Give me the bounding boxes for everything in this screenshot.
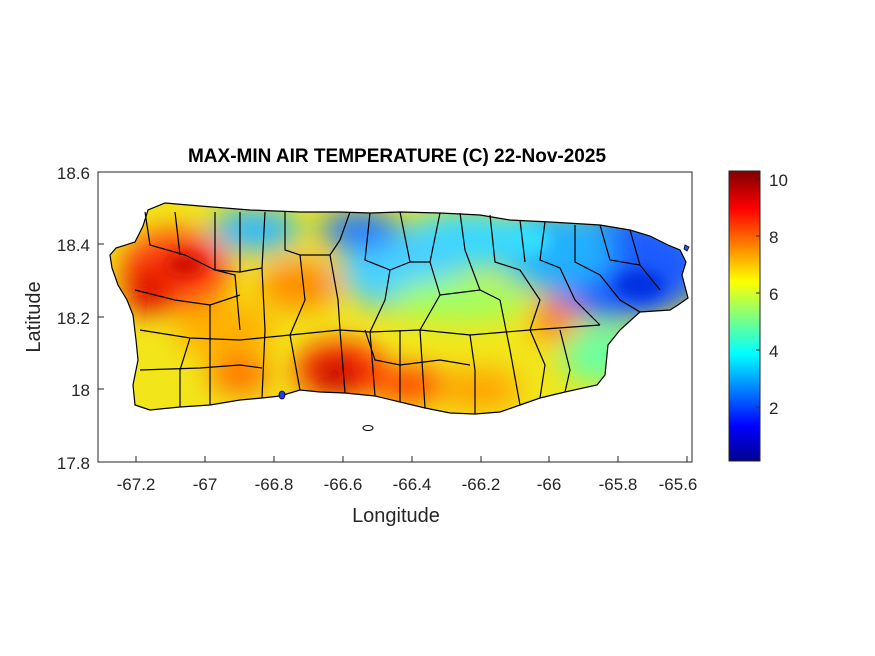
y-tick-label: 18.2 — [57, 309, 90, 328]
colorbar-tick-label: 4 — [769, 342, 778, 361]
x-tick-label: -65.8 — [599, 475, 638, 494]
y-tick-label: 18.6 — [57, 164, 90, 183]
temperature-field — [110, 203, 688, 414]
colorbar-tick-label: 6 — [769, 285, 778, 304]
y-tick-label: 17.8 — [57, 454, 90, 473]
colorbar-tick-label: 8 — [769, 228, 778, 247]
municipal-boundaries — [109, 202, 689, 415]
offshore-islands — [278, 244, 690, 431]
x-tick-label: -67.2 — [117, 475, 156, 494]
x-tick-label: -66.8 — [255, 475, 294, 494]
map-title: MAX-MIN AIR TEMPERATURE (C) 22-Nov-2025 — [188, 146, 606, 167]
x-tick-label: -66.2 — [462, 475, 501, 494]
colorbar-tick-label: 2 — [769, 399, 778, 418]
x-tick-label: -66 — [537, 475, 562, 494]
y-tick-label: 18.4 — [57, 236, 90, 255]
y-axis: 18.6 18.4 18.2 18 17.8 — [57, 164, 104, 473]
x-tick-label: -67 — [193, 475, 218, 494]
colorbar-tick-label: 10 — [769, 171, 788, 190]
x-tick-label: -65.6 — [659, 475, 698, 494]
colorbar: 10 8 6 4 2 — [728, 170, 788, 462]
colorbar-gradient — [728, 170, 761, 462]
x-axis-label: Longitude — [352, 505, 440, 527]
y-tick-label: 18 — [71, 381, 90, 400]
x-tick-label: -66.4 — [393, 475, 432, 494]
x-tick-label: -66.6 — [324, 475, 363, 494]
x-axis: -67.2 -67 -66.8 -66.6 -66.4 -66.2 -66 -6… — [117, 456, 698, 494]
y-axis-label: Latitude — [23, 281, 45, 352]
